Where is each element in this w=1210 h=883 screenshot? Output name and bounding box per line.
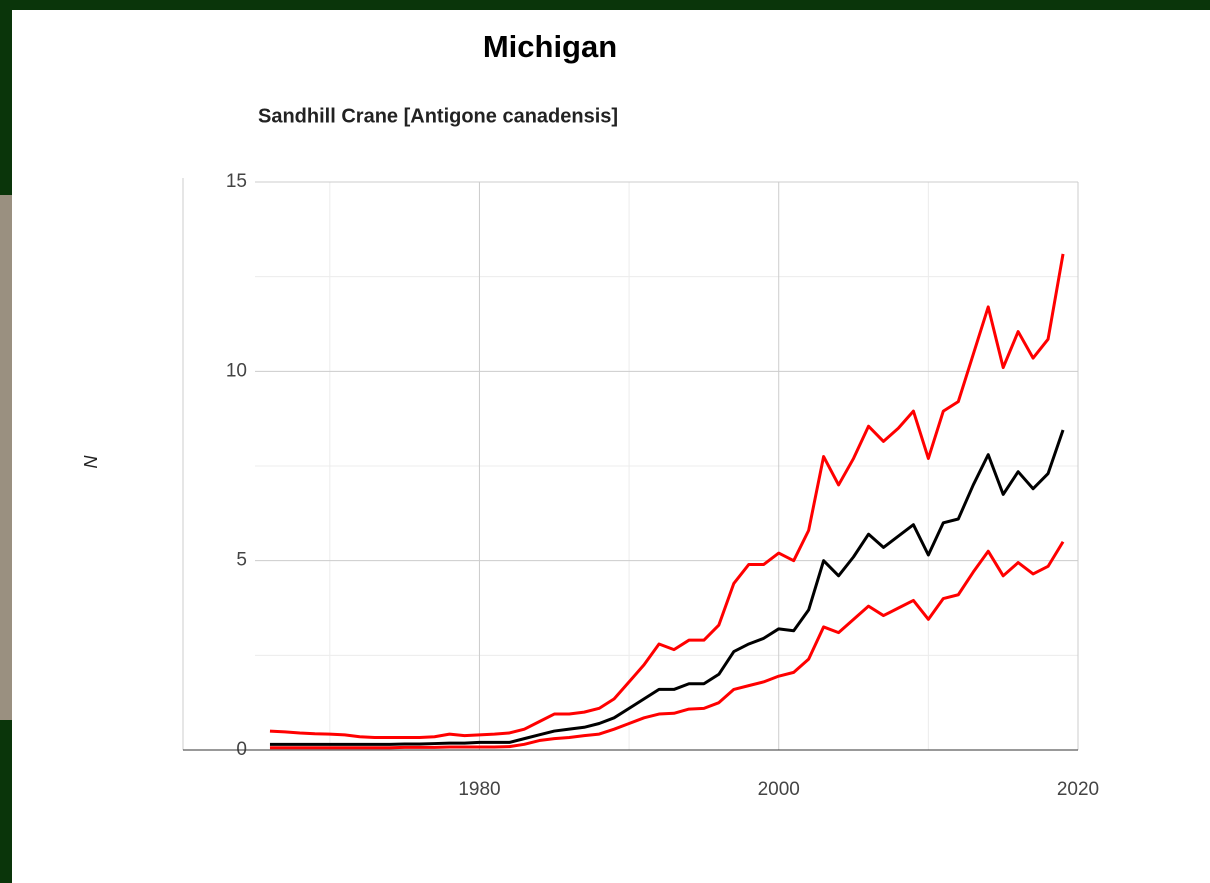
y-tick-label: 15 <box>226 171 247 192</box>
x-tick-label: 2020 <box>1057 779 1099 800</box>
chart-subtitle: Sandhill Crane [Antigone canadensis] <box>258 105 618 127</box>
photo-strip <box>0 195 12 720</box>
page: {"chart_data": {"type": "line", "title":… <box>0 0 1210 883</box>
chart-title: Michigan <box>483 29 617 64</box>
y-tick-label: 5 <box>236 550 247 571</box>
x-tick-label: 2000 <box>758 779 800 800</box>
y-tick-label: 10 <box>226 360 247 381</box>
y-axis-label: N <box>81 455 101 469</box>
screen: Michigan Sandhill Crane [Antigone canade… <box>0 0 1210 883</box>
x-tick-label: 1980 <box>458 779 500 800</box>
panel <box>12 10 1210 883</box>
